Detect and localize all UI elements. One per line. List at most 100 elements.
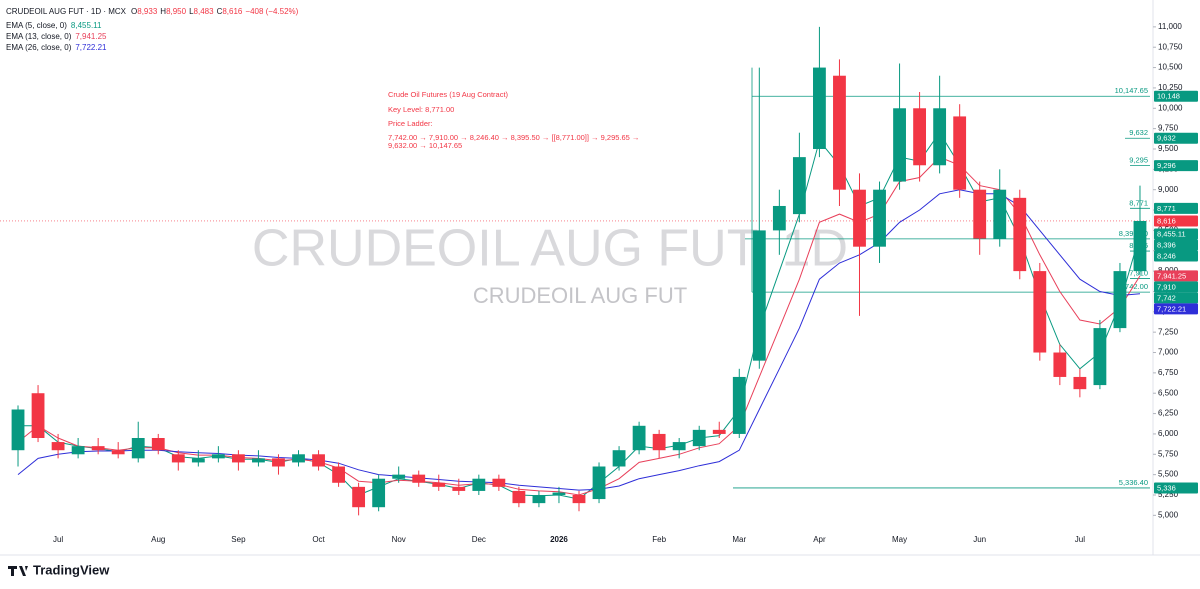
h-value: 8,950: [166, 7, 187, 16]
price-badge-label: 8,396: [1157, 241, 1176, 250]
x-tick-label: Jul: [53, 535, 63, 544]
x-tick-label: Oct: [312, 535, 325, 544]
price-badge-label: 7,722.21: [1157, 304, 1186, 313]
l-label: L: [189, 7, 194, 16]
legend-entry: EMA (13, close, 0) 7,941.25: [6, 32, 107, 41]
y-tick-label: 5,000: [1158, 510, 1179, 519]
logo: TradingView: [8, 562, 110, 577]
y-tick-label: 7,000: [1158, 348, 1179, 357]
y-tick-label: 5,500: [1158, 470, 1179, 479]
candle-body: [191, 458, 205, 463]
candle-body: [572, 494, 586, 504]
price-badge: [1154, 239, 1198, 251]
o-label: O: [131, 7, 137, 16]
candle-body: [712, 429, 726, 434]
legend-value: 7,722.21: [75, 43, 107, 52]
candle-body: [893, 108, 906, 182]
candle-body: [412, 474, 426, 483]
candle-body: [853, 189, 866, 247]
candle-body: [332, 466, 345, 483]
level-label: 9,295: [1129, 156, 1148, 165]
candle-body: [392, 474, 406, 479]
y-tick-label: 6,250: [1158, 409, 1179, 418]
candle-body: [813, 67, 826, 149]
legend: EMA (5, close, 0) 8,455.11 EMA (13, close,…: [6, 21, 107, 52]
candle-body: [71, 446, 85, 455]
y-tick-label: 11,000: [1158, 22, 1182, 31]
candle-body: [1053, 352, 1067, 377]
y-tick-label: 10,000: [1158, 103, 1183, 112]
candle-body: [432, 482, 446, 487]
y-tick-label: 10,250: [1158, 83, 1183, 92]
candle-body: [552, 492, 566, 495]
candle-body: [312, 454, 325, 467]
candle-body: [11, 409, 25, 451]
candle-body: [292, 454, 305, 463]
price-badge: [1154, 281, 1198, 293]
y-tick-label: 9,750: [1158, 124, 1179, 133]
ema-line: [17, 189, 1141, 491]
header: CRUDEOIL AUG FUT · 1D · MCX O8,933 H8,950 L…: [6, 7, 299, 16]
legend-value: 7,941.25: [75, 32, 107, 41]
x-tick-label: Sep: [231, 535, 246, 544]
o-value: 8,933: [137, 7, 158, 16]
candle-body: [652, 433, 666, 451]
candle-body: [51, 442, 65, 451]
candle-body: [171, 454, 185, 463]
candle-body: [752, 230, 766, 361]
level-label: 10,147.65: [1115, 86, 1148, 95]
candle-body: [833, 75, 846, 190]
y-tick-label: 5,250: [1158, 490, 1179, 499]
price-badge-label: 9,632: [1157, 134, 1176, 143]
c-value: 8,616: [222, 7, 243, 16]
candle-body: [1093, 328, 1107, 386]
level-label: 9,632: [1129, 128, 1148, 137]
y-tick-label: 6,500: [1158, 388, 1179, 397]
x-tick-label: Dec: [472, 535, 486, 544]
price-badge: [1154, 482, 1198, 494]
annotation-ladder: 9,632.00 → 10,147.65: [388, 141, 462, 150]
price-badge-label: 5,336: [1157, 483, 1176, 492]
price-badge-label: 10,148: [1157, 92, 1180, 101]
candle-body: [31, 393, 45, 439]
candle-body: [993, 189, 1007, 239]
candle-body: [252, 458, 265, 463]
c-label: C: [217, 7, 223, 16]
price-badge-label: 9,296: [1157, 161, 1176, 170]
candle-body: [231, 454, 245, 463]
candle-body: [953, 116, 967, 190]
candle-body: [1133, 220, 1147, 272]
candle-body: [272, 458, 285, 467]
l-value: 8,483: [194, 7, 215, 16]
price-badge-label: 7,910: [1157, 282, 1176, 291]
price-badge: [1154, 270, 1198, 282]
candle-body: [151, 438, 165, 451]
y-tick-label: 6,750: [1158, 368, 1179, 377]
annotation-ladder-title: Price Ladder:: [388, 119, 433, 128]
legend-name: EMA (5, close, 0): [6, 21, 67, 30]
price-badge-label: 7,742: [1157, 293, 1176, 302]
candle-body: [492, 478, 506, 487]
candle-body: [672, 442, 686, 451]
price-badge: [1154, 228, 1198, 240]
price-badge: [1154, 215, 1198, 227]
level-label: 8,395.50: [1119, 229, 1148, 238]
symbol: CRUDEOIL AUG FUT · 1D · MCX: [6, 7, 127, 16]
y-tick-label: 10,750: [1158, 42, 1183, 51]
level-label: 7,910: [1129, 268, 1148, 277]
back-layer: CRUDEOIL AUG FUT, 1D CRUDEOIL AUG FUT: [252, 220, 848, 308]
candle-body: [973, 189, 987, 239]
candle-body: [1033, 271, 1047, 353]
price-badge: [1154, 250, 1198, 262]
legend-name: EMA (26, close, 0): [6, 43, 72, 52]
candle-body: [1113, 271, 1127, 329]
price-badge-label: 8,246: [1157, 252, 1176, 261]
price-badge-label: 8,771: [1157, 204, 1176, 213]
watermark-sub: CRUDEOIL AUG FUT: [473, 283, 687, 308]
candle-body: [91, 446, 105, 451]
price-badge: [1154, 90, 1198, 102]
candle-body: [1073, 376, 1087, 390]
annotation-key: Key Level: 8,771.00: [388, 105, 454, 114]
candle-body: [452, 486, 466, 491]
